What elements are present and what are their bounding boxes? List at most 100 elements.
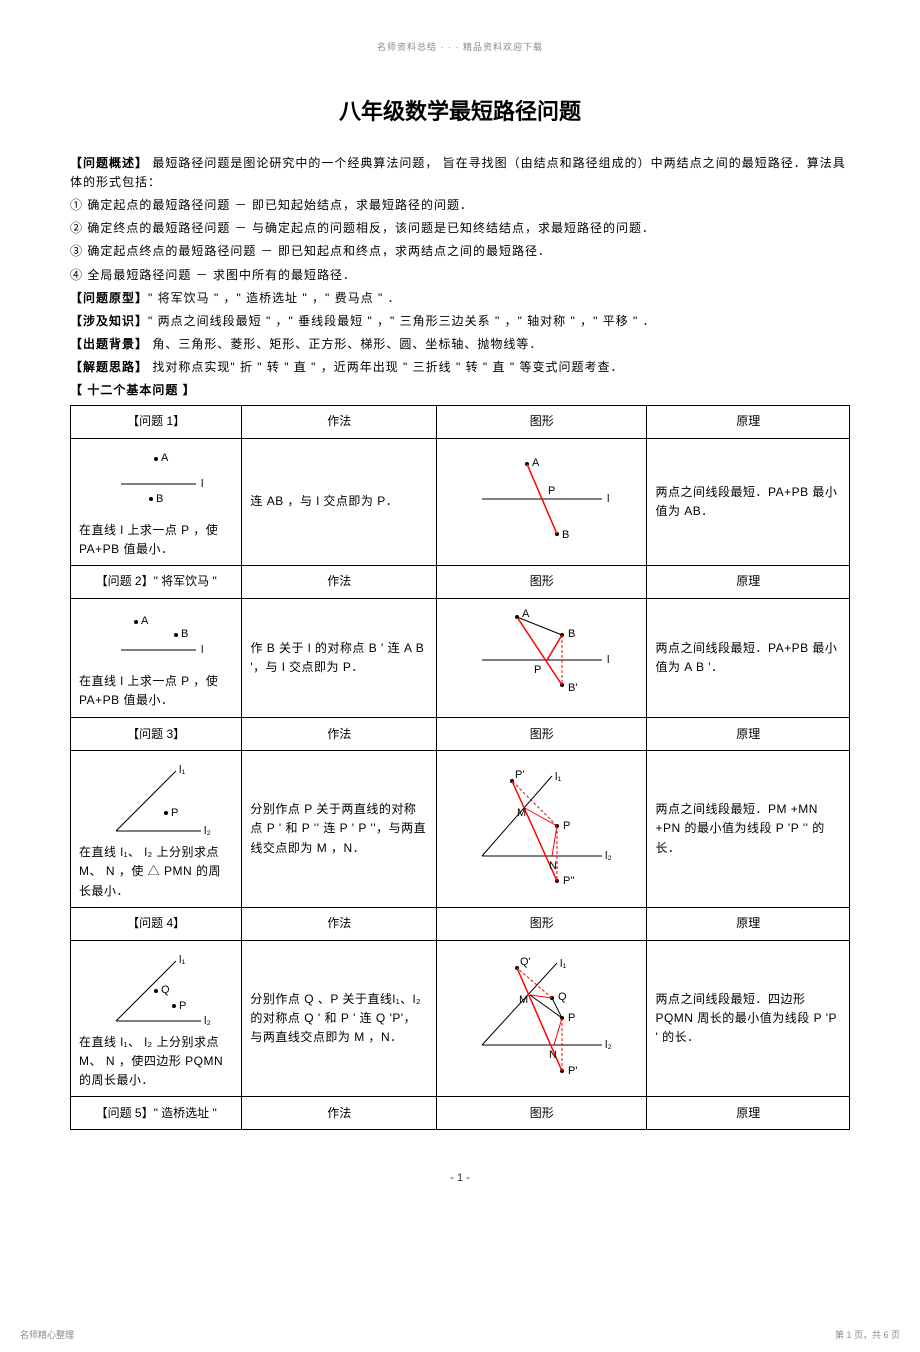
svg-text:l: l — [201, 478, 203, 490]
svg-text:l₁: l₁ — [560, 958, 566, 970]
svg-text:P: P — [548, 485, 555, 497]
text-strategy: 找对称点实现" 折 " 转 " 直 " ，近两年出现 " 三折线 " 转 " 直… — [148, 360, 623, 374]
row3-principle: 两点之间线段最短．PM +MN +PN 的最小值为线段 P 'P '' 的长． — [647, 751, 850, 908]
row1-desc: 在直线 l 上求一点 P ，使PA+PB 值最小． — [79, 521, 233, 559]
row2-desc: 在直线 l 上求一点 P ，使PA+PB 值最小． — [79, 672, 233, 710]
row4-desc: 在直线 l₁、 l₂ 上分别求点M、 N ，使四边形 PQMN的周长最小． — [79, 1033, 233, 1091]
hdr-principle-2: 原理 — [647, 566, 850, 599]
hdr-figure-4: 图形 — [437, 907, 647, 940]
svg-text:l₂: l₂ — [204, 1015, 211, 1027]
hdr-method: 作法 — [242, 405, 437, 438]
svg-text:B: B — [562, 529, 569, 541]
row1-method: 连 AB ，与 l 交点即为 P． — [242, 438, 437, 565]
svg-text:B': B' — [568, 682, 577, 694]
svg-text:Q': Q' — [520, 956, 531, 968]
row2-method: 作 B 关于 l 的对称点 B ' 连 A B '，与 l 交点即为 P． — [242, 599, 437, 718]
row3-figure: l₁ l₂ P P' P'' M N — [457, 766, 627, 886]
svg-text:A: A — [532, 457, 540, 469]
intro-item-3: ③ 确定起点终点的最短路径问题 － 即已知起点和终点，求两结点之间的最短路径． — [70, 242, 850, 261]
hdr-method-4: 作法 — [242, 907, 437, 940]
intro-block: 【问题概述】 最短路径问题是图论研究中的一个经典算法问题， 旨在寻找图（由结点和… — [70, 154, 850, 401]
svg-text:l₂: l₂ — [204, 825, 211, 837]
label-twelve: 【 十二个基本问题 】 — [70, 383, 196, 397]
svg-text:P: P — [179, 1000, 186, 1012]
svg-text:P'': P'' — [563, 875, 575, 886]
problems-table: 【问题 1】 作法 图形 原理 A l B 在直线 l 上求一点 P ，使PA+… — [70, 405, 850, 1131]
hdr-principle-4: 原理 — [647, 907, 850, 940]
row5-label: 【问题 5】" 造桥选址 " — [71, 1097, 242, 1130]
svg-text:P': P' — [515, 769, 524, 781]
row2-figure: l A B B' P — [462, 605, 622, 705]
text-prototype: " 将军饮马 " ，" 造桥选址 " ，" 费马点 " ． — [148, 291, 401, 305]
text-overview: 最短路径问题是图论研究中的一个经典算法问题， 旨在寻找图（由结点和路径组成的）中… — [70, 156, 846, 189]
svg-text:l: l — [607, 493, 609, 505]
row3-desc-cell: l₁ l₂ P 在直线 l₁、 l₂ 上分别求点M、 N ，使 △ PMN 的周… — [71, 751, 242, 908]
page-title: 八年级数学最短路径问题 — [70, 94, 850, 129]
row3-label: 【问题 3】 — [71, 718, 242, 751]
label-background: 【出题背景】 — [70, 337, 148, 351]
row2-label: 【问题 2】" 将军饮马 " — [71, 566, 242, 599]
svg-text:B: B — [181, 628, 188, 640]
hdr-method-3: 作法 — [242, 718, 437, 751]
page-number: - 1 - — [70, 1170, 850, 1188]
svg-text:l₂: l₂ — [605, 850, 612, 862]
doc-header: 名师资料总结 · · · 精品资料欢迎下载 — [70, 40, 850, 54]
svg-text:P: P — [534, 664, 541, 676]
footer-right: 第 1 页，共 6 页 — [835, 1328, 900, 1342]
hdr-principle-5: 原理 — [647, 1097, 850, 1130]
label-prototype: 【问题原型】 — [70, 291, 148, 305]
row1-figure: l A B P — [462, 454, 622, 544]
hdr-figure: 图形 — [437, 405, 647, 438]
svg-text:A: A — [522, 608, 530, 620]
label-overview: 【问题概述】 — [70, 156, 148, 170]
svg-text:A: A — [161, 452, 169, 464]
row4-figure-cell: l₁ l₂ Q P Q' P' M N — [437, 940, 647, 1097]
row4-method: 分别作点 Q 、P 关于直线l₁、l₂ 的对称点 Q ' 和 P ' 连 Q '… — [242, 940, 437, 1097]
svg-text:N: N — [549, 860, 557, 872]
row1-left-diagram: A l B — [101, 449, 211, 519]
row4-principle: 两点之间线段最短．四边形 PQMN 周长的最小值为线段 P 'P ' 的长． — [647, 940, 850, 1097]
row3-figure-cell: l₁ l₂ P P' P'' M N — [437, 751, 647, 908]
hdr-method-5: 作法 — [242, 1097, 437, 1130]
row1-figure-cell: l A B P — [437, 438, 647, 565]
hdr-figure-3: 图形 — [437, 718, 647, 751]
row4-left-diagram: l₁ l₂ Q P — [96, 951, 216, 1031]
label-strategy: 【解题思路】 — [70, 360, 148, 374]
svg-text:l₁: l₁ — [179, 954, 185, 966]
row4-label: 【问题 4】 — [71, 907, 242, 940]
svg-text:B: B — [156, 493, 163, 505]
hdr-method-2: 作法 — [242, 566, 437, 599]
row2-left-diagram: A B l — [101, 610, 211, 670]
svg-text:M: M — [519, 994, 528, 1006]
row4-desc-cell: l₁ l₂ Q P 在直线 l₁、 l₂ 上分别求点M、 N ，使四边形 PQM… — [71, 940, 242, 1097]
text-knowledge: " 两点之间线段最短 " ，" 垂线段最短 " ，" 三角形三边关系 " ，" … — [148, 314, 656, 328]
intro-item-1: ① 确定起点的最短路径问题 － 即已知起始结点，求最短路径的问题． — [70, 196, 850, 215]
row2-principle: 两点之间线段最短．PA+PB 最小值为 A B '． — [647, 599, 850, 718]
row3-method: 分别作点 P 关于两直线的对称点 P ' 和 P '' 连 P ' P ''，与… — [242, 751, 437, 908]
hdr-principle: 原理 — [647, 405, 850, 438]
row3-desc: 在直线 l₁、 l₂ 上分别求点M、 N ，使 △ PMN 的周长最小． — [79, 843, 233, 901]
hdr-figure-2: 图形 — [437, 566, 647, 599]
svg-text:P: P — [171, 807, 178, 819]
svg-text:Q: Q — [161, 984, 170, 996]
svg-text:A: A — [141, 615, 149, 627]
svg-text:P': P' — [568, 1065, 577, 1077]
text-background: 角、三角形、菱形、矩形、正方形、梯形、圆、坐标轴、抛物线等． — [148, 337, 542, 351]
intro-item-2: ② 确定终点的最短路径问题 － 与确定起点的问题相反，该问题是已知终结结点，求最… — [70, 219, 850, 238]
hdr-figure-5: 图形 — [437, 1097, 647, 1130]
svg-text:P: P — [568, 1012, 575, 1024]
svg-text:l₂: l₂ — [605, 1039, 612, 1051]
row2-figure-cell: l A B B' P — [437, 599, 647, 718]
svg-text:N: N — [549, 1049, 557, 1061]
row2-desc-cell: A B l 在直线 l 上求一点 P ，使PA+PB 值最小． — [71, 599, 242, 718]
row1-principle: 两点之间线段最短．PA+PB 最小值为 AB． — [647, 438, 850, 565]
hdr-principle-3: 原理 — [647, 718, 850, 751]
row1-desc-cell: A l B 在直线 l 上求一点 P ，使PA+PB 值最小． — [71, 438, 242, 565]
svg-text:l₁: l₁ — [179, 764, 185, 776]
footer-left: 名师精心整理 — [20, 1328, 74, 1342]
svg-text:l: l — [607, 654, 609, 666]
label-knowledge: 【涉及知识】 — [70, 314, 148, 328]
intro-item-4: ④ 全局最短路径问题 － 求图中所有的最短路径． — [70, 266, 850, 285]
svg-text:B: B — [568, 628, 575, 640]
row1-label: 【问题 1】 — [71, 405, 242, 438]
